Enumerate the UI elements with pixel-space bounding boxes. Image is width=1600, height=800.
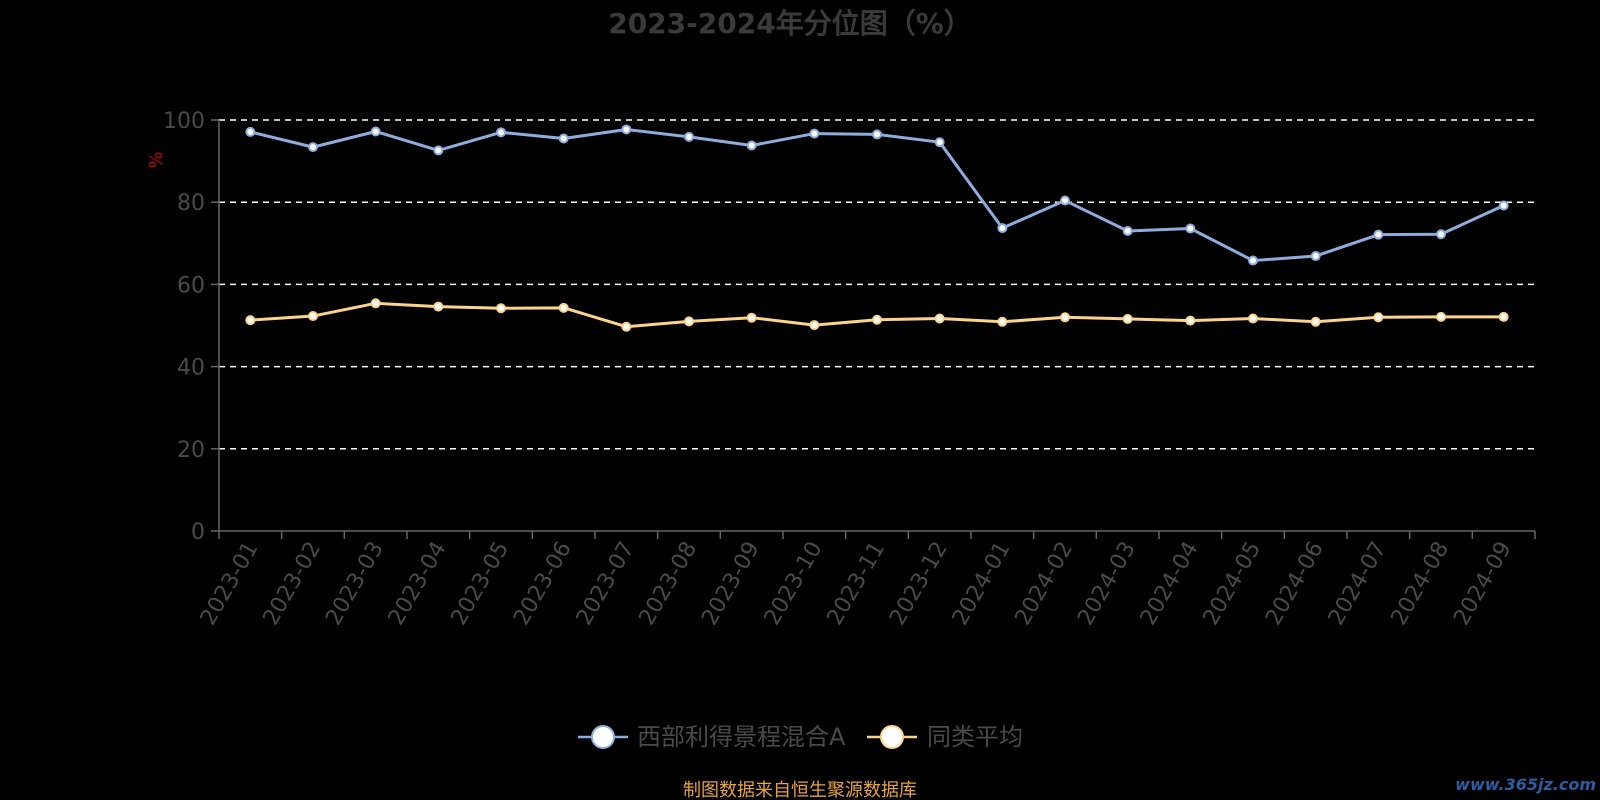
data-point (1185, 315, 1196, 326)
series-group (245, 124, 1509, 332)
y-tick-label: 40 (177, 356, 205, 381)
data-point (308, 142, 318, 153)
legend-item[interactable]: 西部利得景程混合A (578, 723, 846, 751)
data-point (934, 313, 945, 324)
data-point (1185, 223, 1196, 234)
x-tick-label: 2024-04 (1136, 538, 1204, 630)
data-point (1436, 311, 1446, 322)
data-point (684, 131, 694, 142)
x-tick-labels: 2023-012023-022023-032023-042023-052023-… (196, 538, 1517, 630)
y-tick-label: 20 (177, 438, 205, 463)
data-point (1248, 313, 1258, 324)
data-point (245, 315, 256, 326)
grid-lines (219, 119, 1535, 450)
x-tick-label: 2023-02 (259, 538, 327, 630)
x-tick-label: 2023-11 (823, 538, 891, 630)
axes (211, 119, 1536, 539)
data-point (433, 301, 444, 312)
x-tick-label: 2023-08 (635, 538, 703, 630)
y-tick-label: 0 (191, 520, 205, 545)
data-point (809, 320, 820, 331)
x-tick-label: 2024-02 (1011, 538, 1079, 630)
x-tick-label: 2024-07 (1324, 538, 1392, 630)
x-tick-label: 2023-05 (447, 538, 515, 630)
data-point (1122, 313, 1133, 324)
data-point (1248, 255, 1258, 266)
data-point (1122, 225, 1133, 236)
legend-marker (591, 725, 615, 749)
data-point (1373, 312, 1384, 323)
data-point (997, 316, 1008, 327)
x-tick-label: 2023-06 (509, 538, 577, 630)
x-tick-label: 2023-10 (760, 538, 828, 630)
x-tick-label: 2023-03 (321, 538, 389, 630)
data-point (1060, 195, 1070, 206)
y-axis-label: % (146, 151, 167, 168)
data-point (558, 302, 569, 313)
y-tick-labels: 0 20 40 60 80 100 (163, 109, 205, 545)
watermark: www.365jz.com (1455, 775, 1596, 794)
x-tick-label: 2024-09 (1449, 538, 1517, 630)
legend-label: 同类平均 (927, 723, 1023, 751)
legend[interactable]: 西部利得景程混合A 同类平均 (578, 723, 1023, 751)
legend-marker (880, 725, 904, 749)
data-point (872, 129, 882, 140)
data-point (1373, 229, 1384, 240)
y-tick-label: 60 (177, 273, 205, 298)
x-tick-label: 2024-06 (1261, 538, 1329, 630)
legend-item[interactable]: 同类平均 (867, 723, 1023, 751)
data-point (308, 311, 318, 322)
data-point (245, 126, 256, 137)
data-point (558, 133, 569, 144)
x-tick-label: 2023-01 (196, 538, 264, 630)
data-point (684, 316, 694, 327)
y-tick-label: 100 (163, 109, 205, 134)
x-tick-label: 2023-07 (572, 538, 640, 630)
data-point (433, 145, 444, 156)
data-point (370, 298, 381, 309)
x-tick-label: 2024-05 (1199, 538, 1267, 630)
data-point (1498, 200, 1509, 211)
data-point (1310, 316, 1321, 327)
x-tick-label: 2024-01 (948, 538, 1016, 630)
legend-label: 西部利得景程混合A (637, 723, 846, 751)
data-point (496, 303, 506, 314)
y-tick-label: 80 (177, 191, 205, 216)
data-point (1310, 251, 1321, 262)
data-point (1436, 229, 1446, 240)
data-point (621, 321, 632, 332)
x-tick-label: 2023-09 (697, 538, 765, 630)
data-point (746, 312, 757, 323)
data-point (997, 223, 1008, 234)
data-point (746, 140, 757, 151)
source-note: 制图数据来自恒生聚源数据库 (683, 780, 917, 800)
data-point (370, 126, 381, 137)
x-tick-label: 2024-08 (1387, 538, 1455, 630)
data-point (621, 124, 632, 135)
x-tick-label: 2023-04 (384, 538, 452, 630)
data-point (496, 127, 506, 138)
x-tick-label: 2023-12 (885, 538, 953, 630)
data-point (809, 128, 820, 139)
data-point (1060, 312, 1070, 323)
chart-title: 2023-2024年分位图（%） (608, 7, 972, 40)
x-tick-label: 2024-03 (1073, 538, 1141, 630)
data-point (1498, 311, 1509, 322)
data-point (934, 137, 945, 148)
data-point (872, 314, 882, 325)
